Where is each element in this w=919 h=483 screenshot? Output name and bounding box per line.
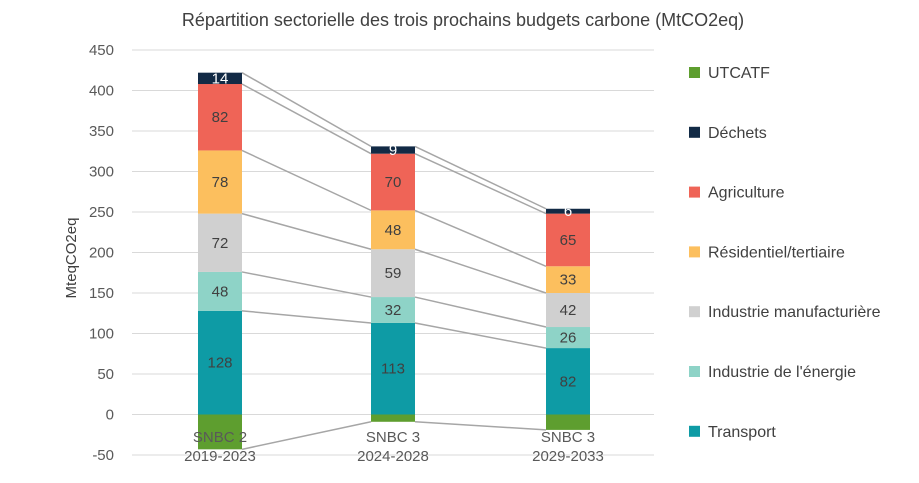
category-label: SNBC 2 bbox=[193, 429, 247, 446]
legend-swatch bbox=[689, 246, 700, 258]
bar-segment bbox=[371, 146, 415, 154]
connector-line bbox=[414, 209, 547, 267]
category-label: SNBC 3 bbox=[366, 429, 420, 446]
connector-line bbox=[241, 212, 372, 250]
bar-segment bbox=[546, 348, 590, 415]
connector-line bbox=[414, 152, 547, 215]
bar-segment bbox=[198, 271, 242, 311]
category-label: 2024-2028 bbox=[357, 448, 429, 465]
y-tick-label: 250 bbox=[89, 204, 114, 221]
legend-swatch bbox=[689, 425, 700, 437]
bar-segment bbox=[546, 208, 590, 214]
data-label: 78 bbox=[212, 174, 229, 191]
y-axis-label: MteqCO2eq bbox=[63, 218, 80, 299]
y-tick-label: 200 bbox=[89, 245, 114, 262]
y-tick-label: 350 bbox=[89, 123, 114, 140]
connector-line bbox=[414, 296, 547, 328]
bar-segment bbox=[198, 310, 242, 415]
data-label: 14 bbox=[212, 70, 229, 87]
data-label: 42 bbox=[560, 302, 577, 319]
data-label: 113 bbox=[381, 361, 405, 378]
category-label: 2019-2023 bbox=[184, 448, 256, 465]
data-label: 33 bbox=[560, 272, 577, 289]
bar-segment bbox=[371, 297, 415, 323]
y-tick-label: 0 bbox=[106, 407, 114, 424]
legend-entry: UTCATF bbox=[708, 65, 770, 82]
bar-segment bbox=[371, 249, 415, 298]
bar-segment bbox=[371, 153, 415, 211]
bar-segment bbox=[546, 213, 590, 267]
data-labels: 128 113 82 48 32 26 72 59 42 78 48 33 82 70 65 14 9 6 bbox=[207, 70, 576, 390]
connector-line bbox=[414, 322, 547, 349]
y-tick-label: 450 bbox=[89, 42, 114, 59]
bar-segment bbox=[546, 293, 590, 328]
legend-entry: Industrie manufacturière bbox=[708, 304, 881, 321]
legend-entry: Déchets bbox=[708, 125, 767, 142]
connector-line bbox=[414, 145, 547, 210]
legend: UTCATF Déchets Agriculture Résidentiel/tert… bbox=[689, 65, 881, 441]
y-tick-label: 400 bbox=[89, 83, 114, 100]
bar-segment bbox=[198, 150, 242, 214]
connector-line bbox=[241, 83, 372, 155]
data-label: 82 bbox=[560, 373, 577, 390]
y-tick-label: -50 bbox=[92, 447, 114, 464]
connector-line bbox=[241, 271, 372, 298]
bar-segment bbox=[371, 322, 415, 415]
legend-entry: Agriculture bbox=[708, 185, 785, 202]
connector-line bbox=[241, 72, 372, 148]
bar-segment bbox=[198, 414, 242, 450]
bar-segment bbox=[371, 414, 415, 422]
bar-segment bbox=[546, 327, 590, 349]
legend-swatch bbox=[689, 306, 700, 318]
data-label: 128 bbox=[207, 355, 232, 372]
legend-entry: Transport bbox=[708, 424, 776, 441]
chart-title: Répartition sectorielle des trois procha… bbox=[182, 10, 744, 30]
data-label: 59 bbox=[385, 265, 402, 282]
connector-line bbox=[414, 248, 547, 294]
data-label: 72 bbox=[212, 235, 229, 252]
data-label: 48 bbox=[385, 222, 402, 239]
bar-segment bbox=[198, 213, 242, 272]
bar-segment bbox=[198, 84, 242, 151]
legend-swatch bbox=[689, 67, 700, 78]
connector-lines bbox=[241, 72, 547, 451]
data-label: 82 bbox=[212, 109, 229, 126]
legend-swatch bbox=[689, 126, 700, 138]
bar-segment bbox=[371, 210, 415, 250]
data-label: 6 bbox=[564, 203, 572, 220]
data-label: 32 bbox=[385, 302, 402, 319]
data-label: 70 bbox=[385, 174, 402, 191]
category-label: 2029-2033 bbox=[532, 448, 604, 465]
data-label: 9 bbox=[389, 142, 397, 159]
category-labels: SNBC 2 2019-2023 SNBC 3 2024-2028 SNBC 3 2029… bbox=[184, 429, 604, 465]
bars bbox=[198, 72, 590, 450]
connector-line bbox=[241, 149, 372, 212]
data-label: 48 bbox=[212, 283, 229, 300]
legend-swatch bbox=[689, 366, 700, 377]
data-label: 65 bbox=[560, 232, 577, 249]
y-tick-label: 300 bbox=[89, 164, 114, 181]
y-tick-label: 150 bbox=[89, 285, 114, 302]
y-tick-labels: -50 0 50 100 150 200 250 300 350 400 450 bbox=[89, 42, 114, 464]
legend-entry: Résidentiel/tertiaire bbox=[708, 244, 845, 261]
data-label: 26 bbox=[560, 330, 577, 347]
connector-line bbox=[241, 310, 372, 324]
legend-swatch bbox=[689, 186, 700, 198]
legend-entry: Industrie de l'énergie bbox=[708, 364, 856, 381]
y-tick-label: 100 bbox=[89, 326, 114, 343]
connector-line bbox=[414, 421, 547, 431]
bar-segment bbox=[546, 266, 590, 293]
y-tick-label: 50 bbox=[97, 366, 114, 383]
bar-segment bbox=[546, 414, 590, 430]
bar-segment bbox=[198, 72, 242, 85]
connector-line bbox=[241, 421, 372, 451]
category-label: SNBC 3 bbox=[541, 429, 595, 446]
